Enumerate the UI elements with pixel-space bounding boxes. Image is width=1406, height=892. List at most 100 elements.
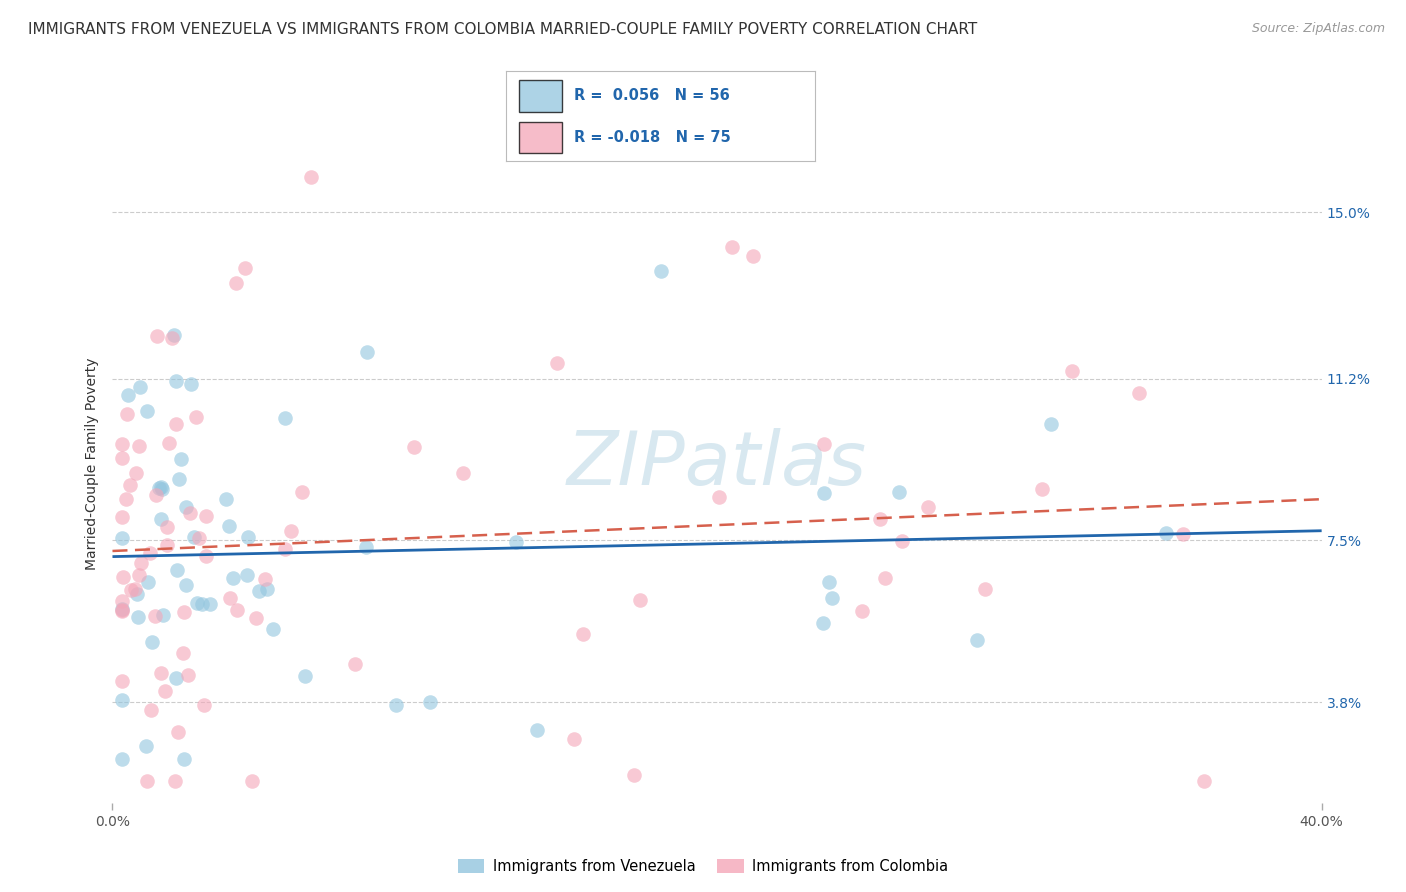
Point bbox=[344, 657, 367, 672]
Point bbox=[148, 481, 170, 495]
Point bbox=[165, 375, 187, 389]
Text: R =  0.056   N = 56: R = 0.056 N = 56 bbox=[574, 88, 730, 103]
Point bbox=[152, 607, 174, 622]
Point bbox=[174, 500, 197, 514]
Point bbox=[115, 407, 138, 421]
Point bbox=[115, 492, 138, 507]
Point bbox=[247, 584, 270, 599]
Point bbox=[1031, 483, 1053, 497]
Point bbox=[546, 356, 568, 370]
Point bbox=[875, 571, 897, 585]
Point bbox=[1173, 526, 1195, 541]
Point bbox=[163, 773, 186, 788]
Point bbox=[117, 388, 139, 402]
Point bbox=[110, 531, 132, 545]
Point bbox=[280, 524, 302, 538]
Text: IMMIGRANTS FROM VENEZUELA VS IMMIGRANTS FROM COLOMBIA MARRIED-COUPLE FAMILY POVE: IMMIGRANTS FROM VENEZUELA VS IMMIGRANTS … bbox=[28, 22, 977, 37]
Point bbox=[526, 723, 548, 737]
Point bbox=[179, 507, 201, 521]
Point bbox=[1192, 773, 1215, 788]
Point bbox=[165, 671, 187, 685]
Point bbox=[384, 698, 406, 713]
Legend: Immigrants from Venezuela, Immigrants from Colombia: Immigrants from Venezuela, Immigrants fr… bbox=[451, 854, 955, 880]
Point bbox=[198, 597, 221, 611]
Point bbox=[851, 604, 873, 618]
Point bbox=[301, 170, 323, 185]
Point bbox=[813, 485, 835, 500]
Point bbox=[166, 563, 188, 577]
Point bbox=[145, 328, 167, 343]
Point bbox=[194, 509, 217, 524]
Point bbox=[141, 703, 163, 717]
Text: Source: ZipAtlas.com: Source: ZipAtlas.com bbox=[1251, 22, 1385, 36]
Point bbox=[173, 605, 195, 619]
Point bbox=[162, 331, 184, 345]
Point bbox=[156, 538, 179, 552]
Point bbox=[172, 646, 194, 660]
Point bbox=[194, 549, 217, 563]
Point bbox=[156, 520, 179, 534]
Point bbox=[111, 570, 134, 584]
Point bbox=[150, 482, 173, 496]
Point bbox=[149, 511, 172, 525]
Point bbox=[183, 530, 205, 544]
Point bbox=[1060, 364, 1083, 378]
Point bbox=[135, 739, 157, 753]
Point bbox=[167, 472, 190, 486]
Point bbox=[291, 485, 314, 500]
Point bbox=[157, 435, 180, 450]
Point bbox=[110, 752, 132, 766]
FancyBboxPatch shape bbox=[519, 80, 562, 112]
Point bbox=[240, 773, 263, 788]
Point bbox=[889, 484, 911, 499]
Point bbox=[245, 610, 267, 624]
Point bbox=[262, 622, 284, 636]
Point bbox=[110, 604, 132, 618]
Point bbox=[356, 345, 378, 359]
Point bbox=[628, 593, 651, 607]
Point bbox=[821, 591, 844, 606]
Point bbox=[562, 731, 585, 746]
Point bbox=[226, 603, 249, 617]
Point bbox=[186, 595, 208, 609]
Point bbox=[811, 616, 834, 631]
Text: R = -0.018   N = 75: R = -0.018 N = 75 bbox=[574, 130, 731, 145]
Point bbox=[110, 673, 132, 688]
Point bbox=[129, 380, 152, 394]
Point bbox=[225, 276, 247, 290]
Point bbox=[145, 488, 167, 502]
Point bbox=[124, 582, 146, 596]
Point bbox=[110, 602, 132, 616]
Point bbox=[623, 768, 645, 782]
Point bbox=[1039, 417, 1062, 432]
Point bbox=[135, 404, 157, 418]
Point bbox=[174, 577, 197, 591]
Point bbox=[966, 632, 988, 647]
Point bbox=[150, 479, 173, 493]
Point bbox=[193, 698, 215, 712]
Point bbox=[256, 582, 278, 596]
Point bbox=[138, 575, 160, 590]
Point bbox=[354, 540, 377, 554]
Point bbox=[120, 582, 142, 597]
Point bbox=[127, 610, 149, 624]
Point bbox=[162, 327, 184, 342]
Point bbox=[173, 752, 195, 766]
Text: ZIPatlas: ZIPatlas bbox=[567, 428, 868, 500]
Point bbox=[111, 594, 134, 608]
Point bbox=[186, 409, 208, 424]
Point bbox=[110, 510, 132, 524]
Point bbox=[741, 249, 763, 263]
FancyBboxPatch shape bbox=[519, 122, 562, 153]
Point bbox=[238, 530, 260, 544]
Point bbox=[721, 240, 744, 254]
Point bbox=[187, 531, 209, 545]
Point bbox=[110, 692, 132, 706]
Point bbox=[136, 773, 159, 788]
Point bbox=[167, 724, 190, 739]
Point bbox=[149, 665, 172, 680]
Point bbox=[451, 467, 474, 481]
Point bbox=[110, 436, 132, 450]
Point bbox=[153, 684, 176, 698]
Point bbox=[219, 591, 242, 606]
